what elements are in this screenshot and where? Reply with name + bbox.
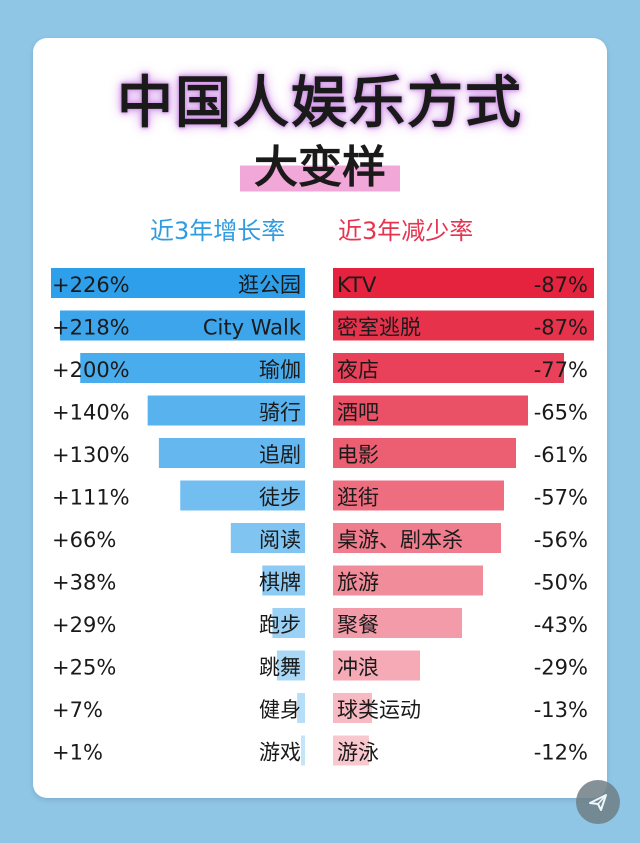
decrease-category-label: 酒吧 (337, 401, 379, 425)
increase-bar (230, 523, 305, 553)
decrease-bar (333, 353, 564, 383)
increase-category-label: 跑步 (259, 613, 301, 637)
increase-bar (147, 395, 305, 426)
increase-bar (180, 480, 305, 511)
increase-value-label: +130% (52, 443, 130, 467)
decrease-category-label: 电影 (337, 443, 379, 467)
page-subtitle: 大变样 (240, 142, 400, 194)
increase-value-label: +1% (52, 741, 103, 765)
increase-bar (262, 565, 305, 596)
increase-category-label: 阅读 (259, 528, 301, 552)
increase-category-label: 骑行 (259, 401, 301, 425)
decrease-bar (333, 650, 420, 681)
decrease-value-label: -12% (534, 741, 588, 765)
decrease-value-label: -77% (534, 358, 588, 382)
increase-bar (59, 310, 305, 341)
decrease-value-label: -87% (534, 273, 588, 297)
share-button[interactable] (576, 780, 620, 824)
increase-bar (297, 693, 305, 723)
subtitle-wrap: 大变样 (0, 142, 640, 194)
increase-bar (272, 608, 305, 638)
decrease-category-label: KTV (337, 273, 377, 297)
decrease-bar (333, 565, 483, 596)
increase-value-label: +66% (52, 528, 116, 552)
decrease-value-label: -65% (534, 401, 588, 425)
increase-header: 近3年增长率 (150, 217, 286, 245)
decrease-value-label: -43% (534, 613, 588, 637)
decrease-value-label: -87% (534, 316, 588, 340)
decrease-category-label: 逛街 (337, 486, 379, 510)
decrease-bar (333, 438, 516, 468)
decrease-bar (333, 268, 594, 298)
decrease-category-label: 桌游、剧本杀 (337, 528, 463, 552)
decrease-value-label: -50% (534, 571, 588, 595)
increase-value-label: +111% (52, 486, 130, 510)
increase-category-label: 徒步 (259, 486, 301, 510)
decrease-header: 近3年减少率 (338, 217, 474, 245)
increase-category-label: 棋牌 (259, 571, 301, 595)
increase-value-label: +226% (52, 273, 130, 297)
increase-bar (301, 735, 305, 766)
increase-category-label: City Walk (203, 316, 302, 340)
decrease-category-label: 旅游 (337, 571, 379, 595)
increase-category-label: 追剧 (259, 443, 301, 467)
increase-category-label: 游戏 (259, 741, 301, 765)
decrease-value-label: -56% (534, 528, 588, 552)
increase-value-label: +38% (52, 571, 116, 595)
decrease-value-label: -57% (534, 486, 588, 510)
increase-value-label: +200% (52, 358, 130, 382)
increase-value-label: +7% (52, 698, 103, 722)
decrease-value-label: -61% (534, 443, 588, 467)
decrease-category-label: 密室逃脱 (337, 316, 421, 340)
decrease-bar (333, 735, 369, 766)
decrease-category-label: 夜店 (337, 358, 379, 382)
decrease-value-label: -13% (534, 698, 588, 722)
page-title: 中国人娱乐方式 (117, 71, 523, 136)
decrease-category-label: 聚餐 (337, 613, 379, 637)
increase-value-label: +140% (52, 401, 130, 425)
decrease-category-label: 球类运动 (337, 698, 421, 722)
decrease-bar (333, 608, 462, 638)
increase-category-label: 健身 (259, 698, 301, 722)
increase-category-label: 瑜伽 (259, 358, 301, 382)
decrease-category-label: 冲浪 (337, 656, 379, 680)
decrease-bar (333, 480, 504, 511)
share-icon (589, 794, 607, 811)
decrease-value-label: -29% (534, 656, 588, 680)
increase-value-label: +25% (52, 656, 116, 680)
decrease-bar (333, 693, 372, 723)
increase-value-label: +29% (52, 613, 116, 637)
decrease-bar (333, 310, 594, 341)
increase-bar (276, 650, 305, 681)
increase-bar (158, 438, 305, 468)
decrease-bar (333, 395, 528, 426)
increase-bar (80, 353, 305, 383)
increase-category-label: 逛公园 (238, 273, 301, 297)
decrease-bar (333, 523, 501, 553)
increase-bar (51, 268, 305, 298)
decrease-category-label: 游泳 (337, 741, 379, 765)
increase-value-label: +218% (52, 316, 130, 340)
increase-category-label: 跳舞 (259, 656, 301, 680)
